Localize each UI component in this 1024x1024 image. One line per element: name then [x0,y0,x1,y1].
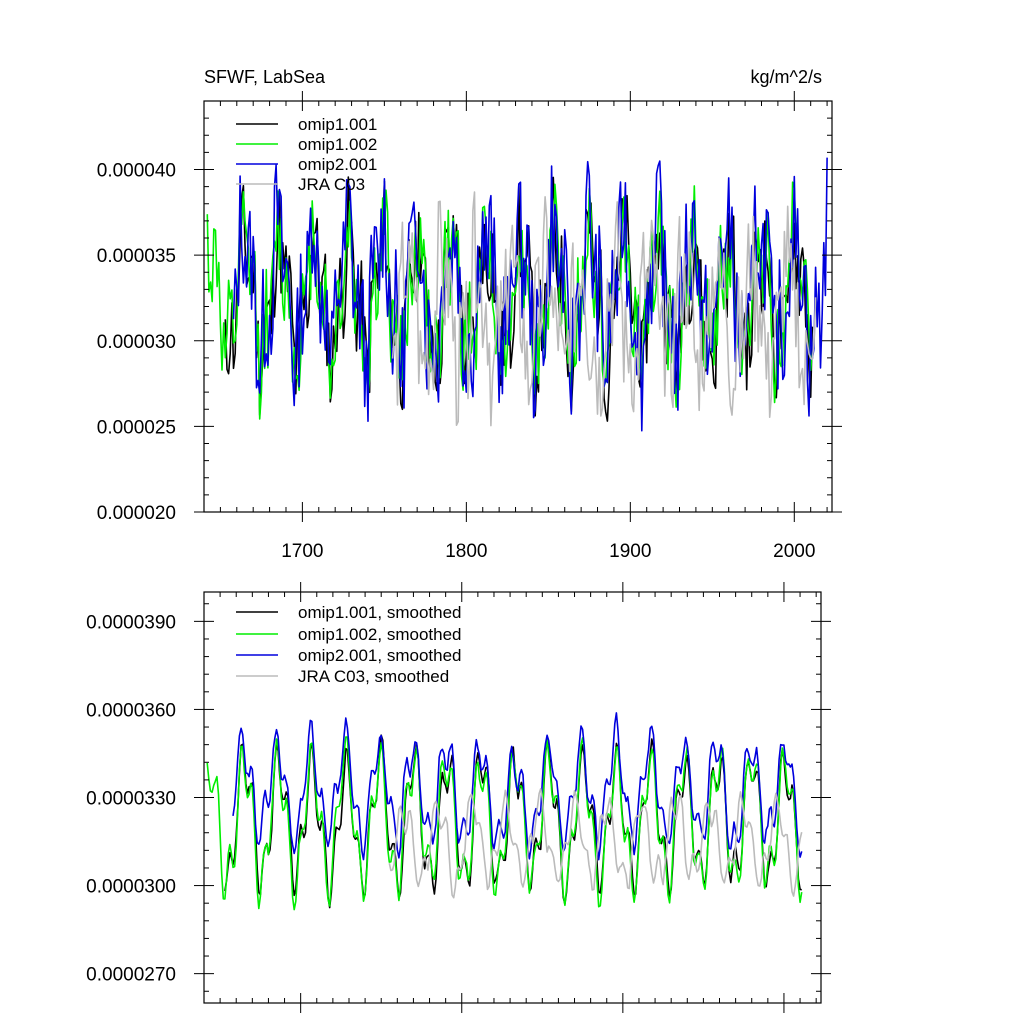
ticks-bottom: 0.0000270 0.0000300 0.0000330 0.0000360 0.00… [86,582,831,1013]
legend-label-omip1-001-smoothed: omip1.001, smoothed [298,603,462,622]
legend-label-omip2-001: omip2.001 [298,155,377,174]
series-layer-bottom [206,712,803,911]
series-line-omip1-002-smoothed [206,736,803,911]
y-tick-label: 0.0000300 [86,877,176,898]
y-tick-label: 0.0000270 [86,965,176,986]
ticks-top: 1700 1800 1900 2000 0.000020 0.000025 0.000030… [97,91,842,562]
y-tick-label: 0.000025 [97,417,176,438]
series-line-omip2-001-smoothed [232,712,803,861]
legend-label-omip1-002-smoothed: omip1.002, smoothed [298,625,462,644]
x-tick-label: 1800 [445,541,487,562]
series-line-jra-c03 [391,191,817,427]
legend-label-jra-c03-smoothed: JRA C03, smoothed [298,667,449,686]
y-tick-label: 0.000030 [97,332,176,353]
x-tick-label: 2000 [773,541,815,562]
y-tick-label: 0.0000390 [86,612,176,633]
bottom-panel: 0.0000270 0.0000300 0.0000330 0.0000360 0.00… [86,582,831,1013]
y-tick-label: 0.000035 [97,246,176,267]
chart-title: SFWF, LabSea [204,67,326,87]
series-line-jra-c03-smoothed [388,787,803,899]
legend-top: omip1.001 omip1.002 omip2.001 JRA C03 [236,115,377,194]
legend-label-jra-c03: JRA C03 [298,175,365,194]
y-tick-label: 0.000020 [97,503,176,524]
series-line-omip2-001 [232,157,828,432]
x-tick-label: 1900 [609,541,651,562]
legend-bottom: omip1.001, smoothed omip1.002, smoothed … [236,603,462,686]
legend-label-omip1-001: omip1.001 [298,115,377,134]
plot-frame-bottom [203,591,822,1004]
series-layer-top [206,157,828,432]
y-tick-label: 0.0000330 [86,789,176,810]
chart-units: kg/m^2/s [751,67,822,87]
x-tick-label: 1700 [281,541,323,562]
y-tick-label: 0.0000360 [86,700,176,721]
legend-label-omip2-001-smoothed: omip2.001, smoothed [298,646,462,665]
y-tick-label: 0.000040 [97,161,176,182]
legend-label-omip1-002: omip1.002 [298,135,377,154]
top-panel: SFWF, LabSea kg/m^2/s 1700 1800 1900 2000 0.… [97,67,842,562]
